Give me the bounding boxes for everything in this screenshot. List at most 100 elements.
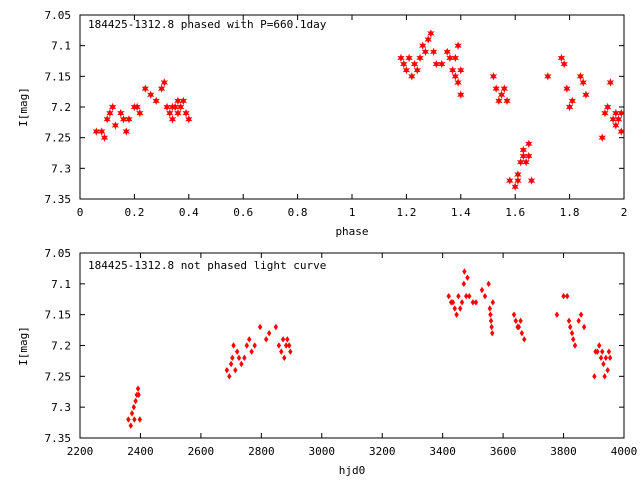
- x-tick-label: 2: [621, 206, 628, 219]
- x-tick-label: 3400: [429, 445, 456, 458]
- x-tick-label: 0.2: [124, 206, 144, 219]
- data-point: [454, 311, 459, 318]
- data-point: [612, 108, 620, 118]
- data-point: [490, 329, 495, 337]
- data-point: [482, 292, 488, 300]
- data-point: [457, 66, 465, 75]
- data-point: [244, 342, 250, 349]
- y-tick-label: 7.1: [51, 278, 71, 291]
- data-point: [617, 127, 625, 136]
- data-point: [614, 115, 623, 124]
- x-tick-label: 3600: [490, 445, 517, 458]
- data-point: [592, 373, 597, 380]
- data-point: [106, 108, 114, 118]
- data-point: [568, 96, 576, 106]
- data-point: [450, 299, 456, 306]
- y-axis-label: I[mag]: [17, 87, 30, 127]
- x-tick-label: 1.6: [505, 206, 525, 219]
- data-point: [100, 133, 109, 142]
- data-point: [136, 108, 144, 118]
- data-point: [461, 280, 467, 288]
- x-tick-label: 0.4: [179, 206, 199, 219]
- data-point: [427, 29, 435, 38]
- data-point: [513, 317, 519, 325]
- data-point: [249, 348, 254, 355]
- x-tick-label: 2200: [67, 445, 94, 458]
- data-point: [525, 139, 533, 148]
- data-point: [522, 336, 527, 343]
- data-point: [239, 360, 244, 368]
- data-point: [177, 102, 185, 112]
- data-point: [456, 292, 461, 300]
- data-point: [152, 96, 160, 106]
- data-point: [600, 348, 605, 355]
- tick-group: 0 0.2 0.4 0.6 0.8 1 1.2 1.4 1.6 1.8 2 7.05 7.1 7.15 7.…: [45, 9, 628, 219]
- data-point: [557, 53, 566, 63]
- data-point: [569, 329, 575, 337]
- data-point: [489, 323, 494, 331]
- data-point: [429, 47, 438, 56]
- data-point: [174, 96, 182, 106]
- data-point: [518, 317, 523, 325]
- data-point: [602, 373, 607, 380]
- data-point: [421, 47, 430, 56]
- data-point: [230, 354, 235, 362]
- data-point: [603, 354, 609, 362]
- unphased-light-curve-panel: 184425-1312.8 not phased light curve hjd…: [17, 247, 637, 477]
- data-points: [126, 268, 613, 429]
- data-point: [234, 348, 240, 355]
- data-point: [410, 59, 419, 69]
- data-point: [490, 299, 496, 306]
- data-point: [500, 84, 508, 93]
- data-point: [424, 35, 432, 44]
- data-point: [449, 66, 457, 75]
- data-point: [130, 102, 139, 112]
- data-point: [582, 90, 590, 99]
- data-point: [519, 151, 527, 161]
- data-point: [605, 366, 610, 374]
- data-point: [571, 336, 576, 343]
- data-point: [522, 158, 530, 167]
- data-point: [397, 53, 405, 63]
- y-tick-label: 7.05: [45, 9, 72, 22]
- data-point: [612, 121, 620, 130]
- x-tick-label: 3000: [309, 445, 336, 458]
- y-tick-label: 7.3: [51, 162, 71, 175]
- data-point: [227, 373, 232, 380]
- data-point: [400, 59, 408, 69]
- data-point: [459, 299, 465, 306]
- data-point: [503, 96, 511, 106]
- data-point: [467, 292, 472, 300]
- data-point: [563, 84, 571, 93]
- x-tick-label: 2400: [127, 445, 154, 458]
- data-point: [168, 115, 177, 124]
- data-point: [560, 59, 568, 69]
- data-point: [132, 416, 137, 423]
- x-tick-label: 1.2: [396, 206, 416, 219]
- data-point: [462, 268, 467, 275]
- data-point: [119, 115, 128, 124]
- data-point: [452, 305, 457, 312]
- data-point: [517, 158, 525, 167]
- chart-title: 184425-1312.8 not phased light curve: [88, 259, 326, 272]
- data-point: [402, 66, 411, 75]
- data-point: [457, 305, 463, 312]
- data-point: [160, 78, 168, 87]
- data-point: [174, 108, 182, 118]
- data-point: [280, 336, 286, 343]
- x-axis-label: hjd0: [339, 464, 366, 477]
- data-point: [266, 329, 272, 337]
- data-point: [598, 133, 606, 142]
- data-point: [185, 115, 193, 124]
- data-point: [141, 84, 149, 93]
- x-axis-label: phase: [335, 225, 368, 238]
- data-point: [405, 53, 413, 63]
- data-point: [606, 78, 615, 87]
- data-point: [288, 348, 293, 355]
- data-point: [98, 127, 106, 136]
- y-tick-label: 7.05: [45, 247, 72, 260]
- data-point: [179, 96, 187, 106]
- data-point: [576, 317, 581, 325]
- data-point: [285, 336, 290, 343]
- phased-light-curve-panel: 184425-1312.8 phased with P=660.1day pha…: [17, 9, 627, 238]
